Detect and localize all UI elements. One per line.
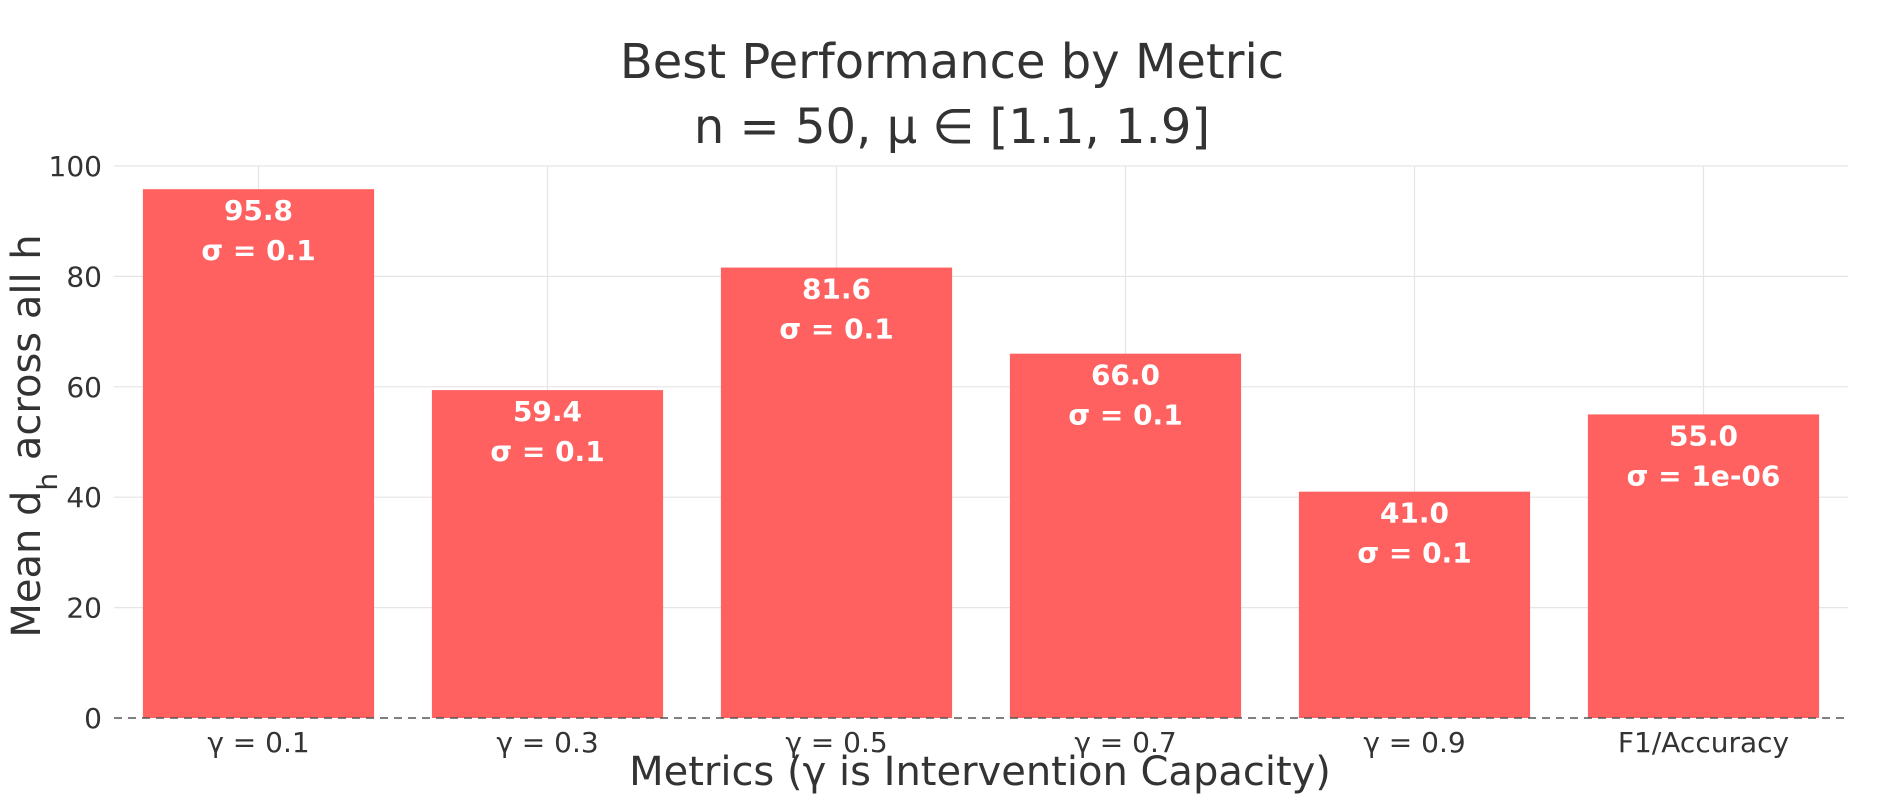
bar-value-label: 66.0 bbox=[1091, 359, 1160, 392]
bar-sigma-label: σ = 0.1 bbox=[779, 313, 893, 346]
chart-title: Best Performance by Metric bbox=[620, 34, 1284, 90]
x-tick-label: F1/Accuracy bbox=[1618, 726, 1789, 759]
ticks-layer: 0 20 40 60 80 100 γ = 0.1 γ = 0.3 γ = 0.5 γ = 0.7… bbox=[49, 150, 1790, 759]
y-tick-label: 0 bbox=[84, 702, 102, 735]
bars-layer bbox=[142, 189, 1820, 718]
y-tick-label: 20 bbox=[66, 592, 102, 625]
bar-sigma-label: σ = 0.1 bbox=[201, 234, 315, 267]
y-tick-label: 80 bbox=[66, 260, 102, 293]
y-axis-title-subscript: h bbox=[31, 473, 64, 491]
y-axis-title-rest: across all h bbox=[4, 234, 50, 472]
bar bbox=[1587, 414, 1820, 718]
labels-layer: 95.8 σ = 0.1 59.4 σ = 0.1 81.6 σ = 0.1 66.0 σ =… bbox=[114, 194, 1848, 719]
bar bbox=[720, 267, 953, 718]
bar-sigma-label: σ = 1e-06 bbox=[1627, 459, 1781, 492]
x-tick-label: γ = 0.5 bbox=[785, 726, 887, 759]
x-tick-label: γ = 0.7 bbox=[1074, 726, 1176, 759]
bar-value-label: 55.0 bbox=[1669, 419, 1738, 452]
chart-subtitle: n = 50, μ ∈ [1.1, 1.9] bbox=[694, 99, 1210, 155]
bar bbox=[431, 390, 664, 718]
bar-value-label: 59.4 bbox=[513, 395, 582, 428]
bar bbox=[1009, 353, 1242, 718]
y-axis-title-main: Mean d bbox=[4, 491, 50, 638]
bar-sigma-label: σ = 0.1 bbox=[1357, 537, 1471, 570]
bar bbox=[142, 189, 375, 718]
bar bbox=[1298, 491, 1531, 718]
x-tick-label: γ = 0.3 bbox=[496, 726, 598, 759]
y-tick-label: 40 bbox=[66, 481, 102, 514]
x-tick-label: γ = 0.9 bbox=[1363, 726, 1465, 759]
x-axis-title: Metrics (γ is Intervention Capacity) bbox=[629, 749, 1331, 795]
y-tick-label: 60 bbox=[66, 371, 102, 404]
bar-value-label: 81.6 bbox=[802, 273, 871, 306]
bar-value-label: 41.0 bbox=[1380, 497, 1449, 530]
bar-sigma-label: σ = 0.1 bbox=[490, 435, 604, 468]
y-tick-label: 100 bbox=[49, 150, 102, 183]
x-tick-label: γ = 0.1 bbox=[207, 726, 309, 759]
y-axis-title: Mean dh across all h bbox=[4, 234, 64, 637]
bar-value-label: 95.8 bbox=[224, 194, 293, 227]
bar-sigma-label: σ = 0.1 bbox=[1068, 399, 1182, 432]
